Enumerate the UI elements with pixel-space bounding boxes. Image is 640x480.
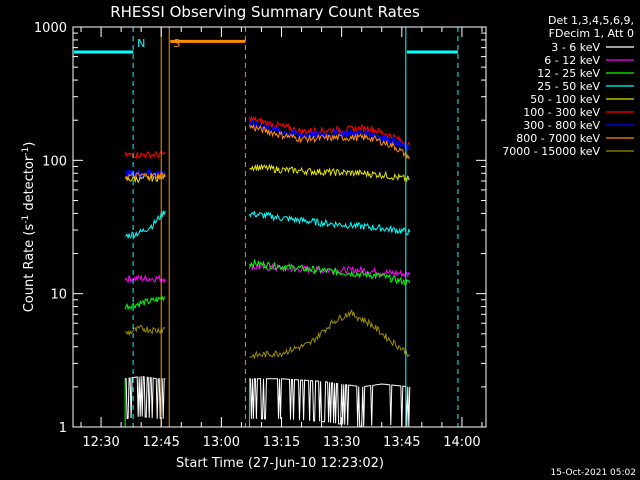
- x-tick-label: 13:30: [323, 435, 360, 450]
- y-label-superscript: -1: [21, 215, 31, 224]
- x-tick-label: 13:15: [263, 435, 300, 450]
- legend-header: Det 1,3,4,5,6,9,: [548, 14, 634, 27]
- series-line: [249, 378, 411, 427]
- series-line: [125, 375, 166, 420]
- series-800-7000-kev: [124, 123, 411, 181]
- marker-label-s: S: [173, 37, 180, 50]
- y-tick-label: 100: [42, 154, 67, 169]
- y-tick-label: 1000: [34, 21, 67, 36]
- series-line: [248, 258, 411, 286]
- series-line: [124, 167, 166, 178]
- y-label-text: ): [22, 142, 37, 147]
- series-25-50-kev: [124, 210, 411, 239]
- y-label-superscript: -1: [21, 147, 31, 156]
- series-7000-15000-kev: [125, 309, 411, 359]
- x-tick-label: 14:00: [443, 435, 480, 450]
- legend-entry-label: 12 - 25 keV: [537, 67, 600, 80]
- series-line: [124, 210, 166, 239]
- legend-entry-label: 7000 - 15000 keV: [502, 145, 600, 158]
- series-line: [248, 123, 411, 160]
- x-tick-label: 13:45: [383, 435, 420, 450]
- legend-header: FDecim 1, Att 0: [549, 27, 634, 40]
- y-tick-label: 10: [50, 288, 67, 303]
- y-axis-label: Count Rate (s-1 detector-1): [21, 142, 37, 313]
- legend-entry-label: 300 - 800 keV: [523, 119, 600, 132]
- series-100-300-kev: [124, 115, 411, 159]
- x-tick-label: 13:00: [203, 435, 240, 450]
- y-axis: 1 10 100 1000: [34, 21, 486, 436]
- series-line: [125, 324, 166, 337]
- footer-timestamp: 15-Oct-2021 05:02: [551, 468, 636, 478]
- series-line: [249, 163, 410, 183]
- legend-entry-label: 6 - 12 keV: [544, 54, 600, 67]
- x-tick-label: 12:45: [142, 435, 179, 450]
- x-axis: 12:30 12:45 13:00 13:15 13:30 13:45 14:00: [80, 27, 483, 450]
- legend-entry-label: 100 - 300 keV: [523, 106, 600, 119]
- x-tick-label: 12:30: [82, 435, 119, 450]
- legend-entry-label: 3 - 6 keV: [551, 41, 600, 54]
- plot-frame: [72, 26, 487, 428]
- legend: Det 1,3,4,5,6,9,FDecim 1, Att 03 - 6 keV…: [502, 14, 634, 158]
- y-label-text: Count Rate (s: [22, 224, 37, 313]
- series-3-6-kev: [125, 375, 411, 427]
- x-axis-label: Start Time (27-Jun-10 12:23:02): [176, 456, 384, 471]
- marker-label-n: N: [137, 37, 145, 50]
- legend-entry-label: 800 - 7000 keV: [516, 132, 600, 145]
- series-line: [248, 115, 411, 148]
- y-label-text: detector: [22, 155, 37, 215]
- chart-title: RHESSI Observing Summary Count Rates: [110, 3, 420, 21]
- data-layer: [124, 115, 411, 427]
- legend-entry-label: 25 - 50 keV: [537, 80, 600, 93]
- series-12-25-kev: [124, 258, 411, 311]
- series-line: [124, 150, 166, 159]
- series-line: [248, 211, 411, 236]
- y-tick-label: 1: [59, 421, 67, 436]
- series-line: [249, 309, 411, 359]
- series-line: [124, 172, 166, 181]
- series-line: [124, 295, 166, 311]
- legend-entry-label: 50 - 100 keV: [530, 93, 600, 106]
- series-line: [124, 274, 166, 284]
